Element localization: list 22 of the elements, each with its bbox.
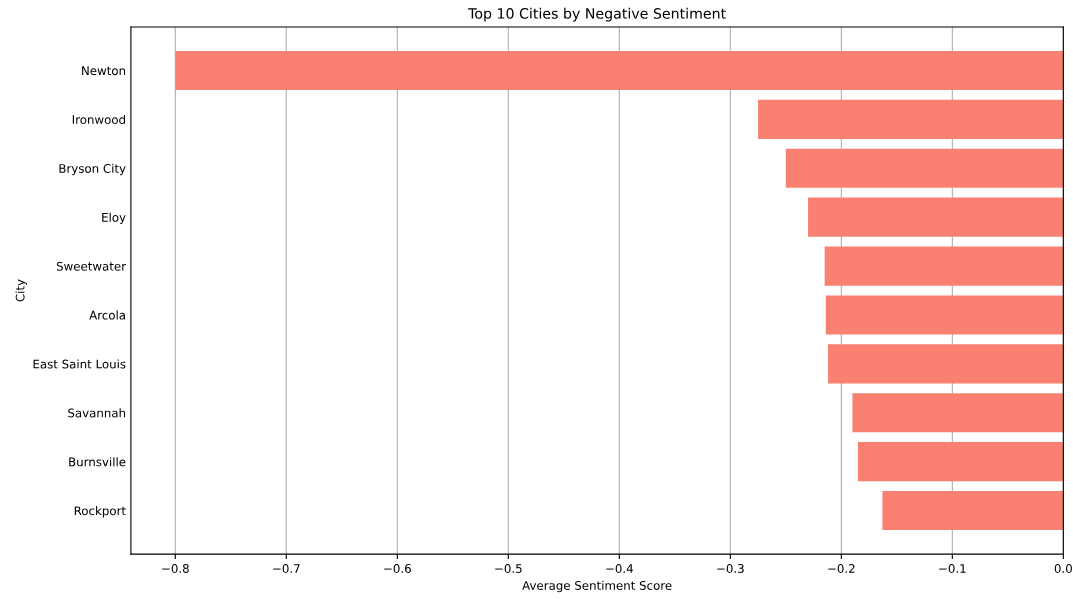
- x-tick-label: −0.1: [939, 564, 966, 573]
- x-tick-label: 0.0: [1054, 564, 1072, 573]
- x-tick-label: −0.3: [717, 564, 744, 573]
- y-tick-label: Savannah: [68, 408, 126, 418]
- y-tick-label: Arcola: [89, 310, 125, 320]
- y-tick-label: East Saint Louis: [33, 359, 126, 369]
- x-tick-label: −0.6: [384, 564, 411, 573]
- y-tick-label: Bryson City: [59, 163, 126, 176]
- x-tick-label: −0.5: [495, 564, 522, 573]
- x-tick-label: −0.2: [828, 564, 855, 573]
- y-tick-label: Burnsville: [69, 457, 126, 467]
- x-tick-label: −0.4: [606, 564, 633, 573]
- y-tick-label: Sweetwater: [56, 261, 127, 271]
- y-tick-label: Rockport: [74, 506, 126, 518]
- y-axis-title: City: [15, 279, 27, 302]
- y-tick-label: Ironwood: [72, 114, 125, 125]
- x-tick-label: −0.7: [273, 564, 300, 573]
- y-tick-label: Eloy: [102, 212, 126, 225]
- chart-title: Top 10 Cities by Negative Sentiment: [468, 7, 726, 22]
- x-tick-label: −0.8: [162, 564, 189, 573]
- y-tick-label: Newton: [82, 66, 126, 76]
- x-axis-title: Average Sentiment Score: [522, 580, 672, 593]
